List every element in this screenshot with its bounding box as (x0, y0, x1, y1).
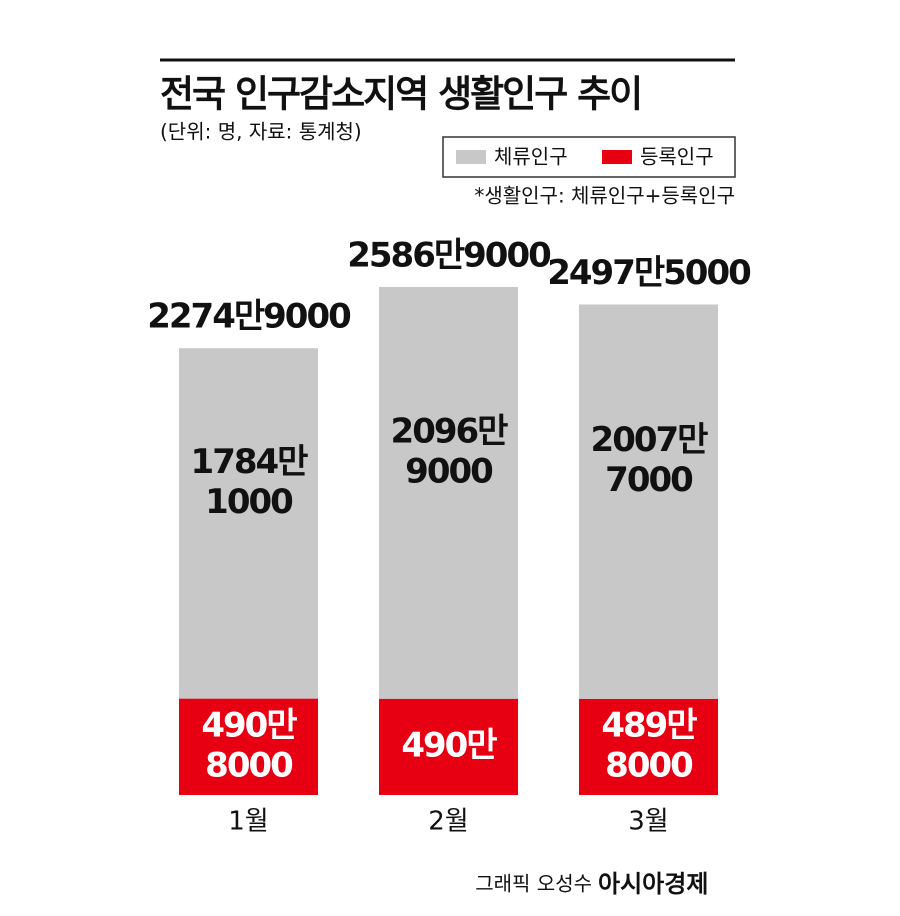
value-label: 1784만 (191, 442, 309, 482)
total-label: 2586만9000 (347, 235, 551, 275)
legend-box (442, 136, 736, 178)
value-label: 1000 (205, 482, 293, 522)
value-label: 8000 (205, 745, 293, 785)
value-label: 490만 (201, 705, 297, 745)
value-label: 8000 (605, 745, 693, 785)
value-label: 2007만 (591, 420, 709, 460)
subtitle: (단위: 명, 자료: 통계청) (160, 120, 362, 144)
bar-segment (379, 698, 518, 795)
legend-label: 체류인구 (494, 145, 568, 169)
x-tick-label: 3월 (628, 807, 668, 837)
value-label: 489만 (601, 705, 697, 745)
value-label: 7000 (605, 460, 693, 500)
bar-segment (579, 304, 718, 699)
note: *생활인구: 체류인구+등록인구 (474, 184, 735, 208)
value-label: 9000 (405, 451, 493, 491)
x-tick-label: 2월 (428, 807, 468, 837)
legend-label: 등록인구 (640, 145, 714, 169)
bar-segment (179, 698, 318, 795)
x-tick-label: 1월 (228, 807, 268, 837)
total-label: 2274만9000 (147, 297, 351, 337)
chart-title: 전국 인구감소지역 생활인구 추이 (160, 73, 641, 116)
legend-swatch (456, 150, 486, 164)
value-label: 490만 (401, 725, 497, 765)
credit: 그래픽 오성수 (475, 872, 592, 896)
total-label: 2497만5000 (547, 253, 751, 293)
bar-segment (379, 286, 518, 699)
value-label: 2096만 (391, 411, 509, 451)
legend-swatch (602, 150, 632, 164)
source: 아시아경제 (598, 870, 708, 898)
bar-segment (579, 698, 718, 795)
bar-segment (179, 348, 318, 699)
